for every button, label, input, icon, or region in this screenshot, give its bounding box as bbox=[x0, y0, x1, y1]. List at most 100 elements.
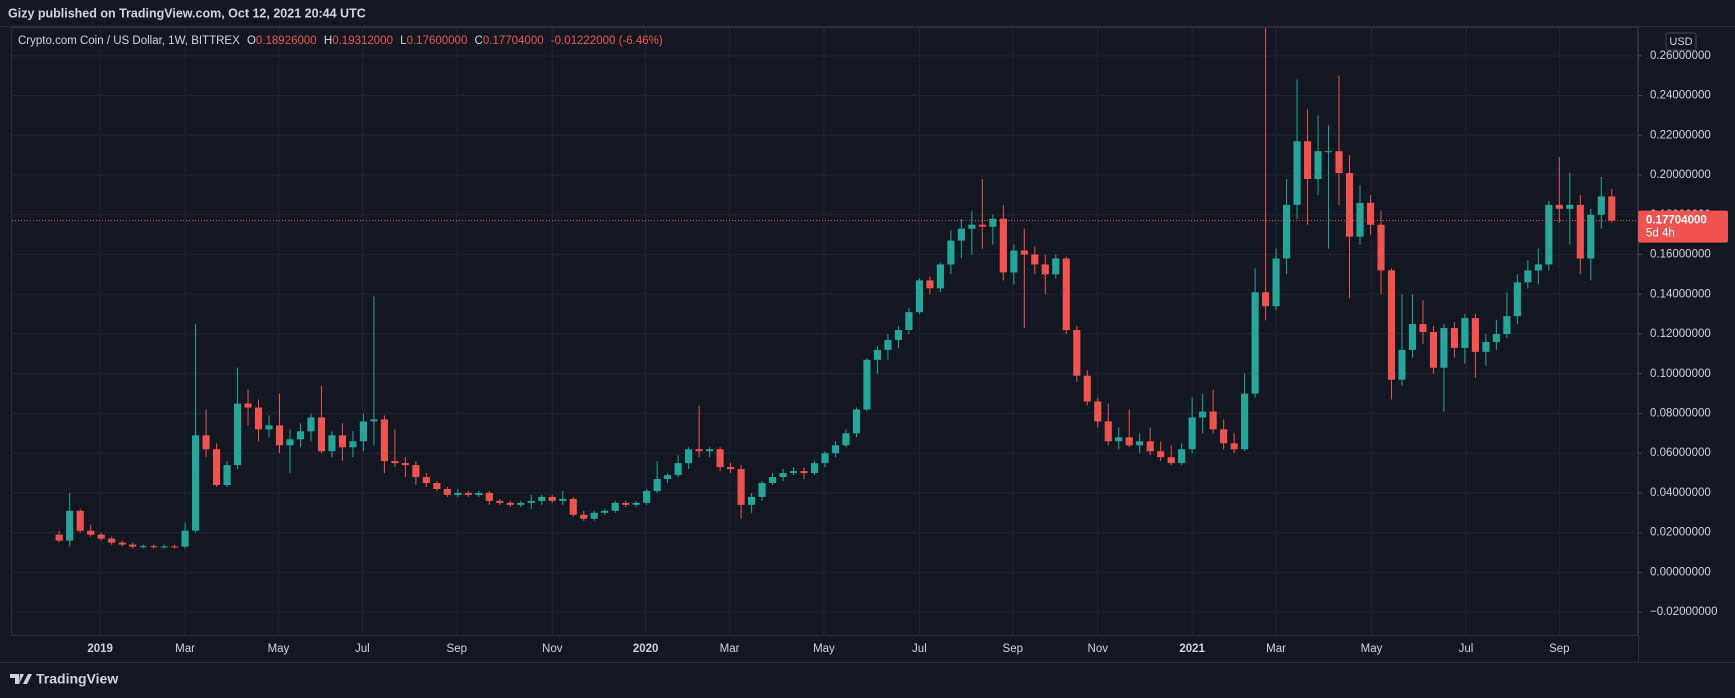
y-tick-label: 0.04000000 bbox=[1650, 487, 1711, 499]
candle-body bbox=[192, 435, 200, 531]
candle-body bbox=[1020, 250, 1028, 255]
y-tick-label: 0.20000000 bbox=[1650, 169, 1711, 181]
x-tick-label: May bbox=[1361, 643, 1383, 655]
candle-body bbox=[884, 339, 892, 350]
candle-body bbox=[496, 500, 504, 503]
candle-body bbox=[233, 403, 242, 466]
candle-body bbox=[957, 228, 965, 241]
x-tick-label: Jul bbox=[355, 643, 370, 655]
candle-body bbox=[873, 349, 882, 360]
candle-body bbox=[1125, 437, 1133, 446]
candle-body bbox=[150, 546, 158, 548]
brand-icon bbox=[10, 674, 32, 684]
candle-body bbox=[97, 534, 105, 539]
candle-body bbox=[139, 546, 147, 548]
legend-change: -0.01222000 (-6.46%) bbox=[551, 35, 663, 47]
candle-body bbox=[475, 492, 483, 495]
candle-body bbox=[685, 449, 693, 464]
candle-body bbox=[1052, 258, 1060, 275]
candles bbox=[55, 28, 1616, 549]
candle-body bbox=[275, 425, 284, 446]
legend-high-label: H bbox=[324, 35, 332, 47]
y-tick-label: 0.22000000 bbox=[1650, 129, 1711, 141]
x-tick-label: May bbox=[813, 643, 835, 655]
x-tick-label: Jul bbox=[912, 643, 927, 655]
candle-body bbox=[422, 477, 430, 484]
candle-body bbox=[758, 483, 766, 497]
candle-body bbox=[401, 463, 409, 466]
candle-body bbox=[926, 280, 934, 289]
candle-body bbox=[821, 453, 829, 464]
x-tick-label: May bbox=[268, 643, 290, 655]
candle-body bbox=[1094, 401, 1102, 422]
candle-body bbox=[485, 492, 493, 501]
candle-body bbox=[307, 417, 315, 432]
candle-body bbox=[580, 514, 588, 519]
candle-body bbox=[622, 502, 630, 505]
candle-body bbox=[1251, 292, 1259, 394]
candle-body bbox=[1314, 151, 1322, 180]
candle-body bbox=[1220, 429, 1228, 444]
y-tick-label: 0.02000000 bbox=[1650, 527, 1711, 539]
candle-body bbox=[852, 409, 861, 434]
y-tick-label: 0.26000000 bbox=[1650, 50, 1711, 62]
candle-body bbox=[779, 473, 787, 478]
legend: Crypto.com Coin / US Dollar, 1W, BITTREX… bbox=[18, 35, 663, 47]
candle-body bbox=[1324, 151, 1333, 153]
y-tick-label: 0.24000000 bbox=[1650, 90, 1711, 102]
candle-body bbox=[108, 538, 116, 543]
candle-body bbox=[129, 544, 137, 547]
candle-body bbox=[1450, 328, 1458, 348]
candle-body bbox=[810, 463, 819, 474]
legend-open: 0.18926000 bbox=[256, 35, 317, 47]
candle-body bbox=[737, 469, 745, 505]
candle-body bbox=[1461, 318, 1469, 348]
candle-body bbox=[1262, 292, 1270, 307]
brand-logo bbox=[10, 674, 32, 684]
published-note: Gizy published on TradingView.com, Oct 1… bbox=[8, 6, 366, 20]
legend-low-label: L bbox=[400, 35, 407, 47]
candle-body bbox=[1408, 324, 1417, 350]
last-price-box bbox=[1638, 210, 1728, 243]
candle-body bbox=[894, 330, 902, 340]
y-tick-label: 0.00000000 bbox=[1650, 566, 1711, 578]
candle-body bbox=[569, 498, 577, 515]
brand: TradingView bbox=[36, 671, 118, 687]
candle-body bbox=[1209, 411, 1217, 430]
candle-body bbox=[171, 546, 179, 548]
candle-body bbox=[433, 483, 441, 489]
candle-body bbox=[412, 465, 420, 478]
candle-body bbox=[1555, 204, 1563, 209]
x-tick-label: Jul bbox=[1459, 643, 1474, 655]
candle-body bbox=[1062, 258, 1070, 331]
candle-body bbox=[989, 218, 997, 227]
candle-body bbox=[1345, 173, 1354, 237]
candle-body bbox=[559, 498, 567, 501]
candle-body bbox=[643, 490, 651, 503]
x-tick-label: Sep bbox=[1003, 643, 1023, 655]
candle-body bbox=[601, 510, 609, 513]
y-tick-label: 0.06000000 bbox=[1650, 447, 1711, 459]
candle-body bbox=[1115, 437, 1123, 442]
candle-body bbox=[1387, 270, 1396, 380]
last-price-label: 0.17704000 bbox=[1646, 215, 1707, 227]
legend-low: 0.17600000 bbox=[407, 35, 468, 47]
candle-body bbox=[1167, 457, 1175, 464]
candle-body bbox=[674, 463, 682, 476]
candle-body bbox=[538, 496, 546, 501]
candle-body bbox=[1283, 204, 1291, 259]
candle-body bbox=[1335, 151, 1343, 174]
candle-body bbox=[517, 502, 525, 505]
candle-body bbox=[978, 224, 986, 227]
candle-body bbox=[999, 218, 1007, 273]
currency-box[interactable] bbox=[1665, 32, 1697, 51]
candle-body bbox=[370, 419, 378, 422]
candle-body bbox=[76, 510, 84, 531]
candle-body bbox=[212, 449, 221, 485]
candle-body bbox=[349, 441, 357, 448]
candle-body bbox=[338, 435, 347, 448]
candle-body bbox=[632, 502, 640, 505]
candle-body bbox=[842, 433, 850, 446]
candle-body bbox=[590, 512, 598, 519]
candle-body bbox=[1241, 393, 1249, 450]
